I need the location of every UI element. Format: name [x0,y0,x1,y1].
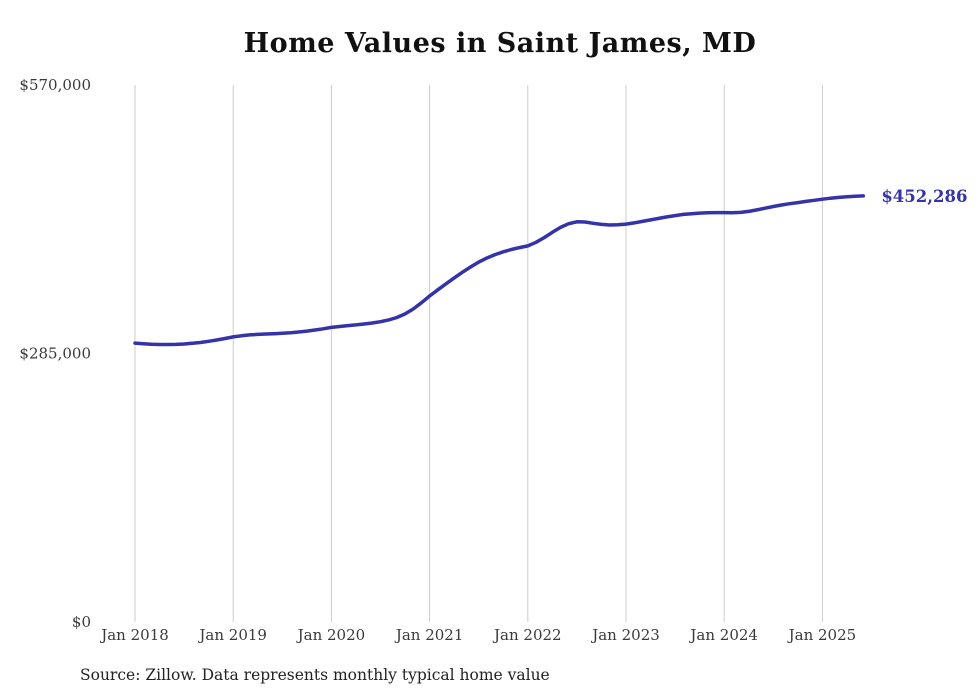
end-value-label: $452,286 [881,187,967,206]
source-note: Source: Zillow. Data represents monthly … [80,666,550,684]
x-axis-tick-label: Jan 2019 [197,626,267,644]
y-axis-tick-label: $570,000 [19,76,91,94]
x-axis-tick-label: Jan 2022 [492,626,562,644]
x-axis-tick-label: Jan 2025 [787,626,857,644]
y-axis-tick-label: $285,000 [19,345,91,363]
x-axis-tick-label: Jan 2021 [394,626,464,644]
chart-title: Home Values in Saint James, MD [243,28,757,59]
x-axis-tick-label: Jan 2018 [99,626,169,644]
x-axis-tick-label: Jan 2024 [688,626,758,644]
x-axis-tick-label: Jan 2020 [296,626,366,644]
home-value-line [133,194,866,347]
x-axis-tick-label: Jan 2023 [590,626,660,644]
y-axis-tick-label: $0 [72,613,91,631]
